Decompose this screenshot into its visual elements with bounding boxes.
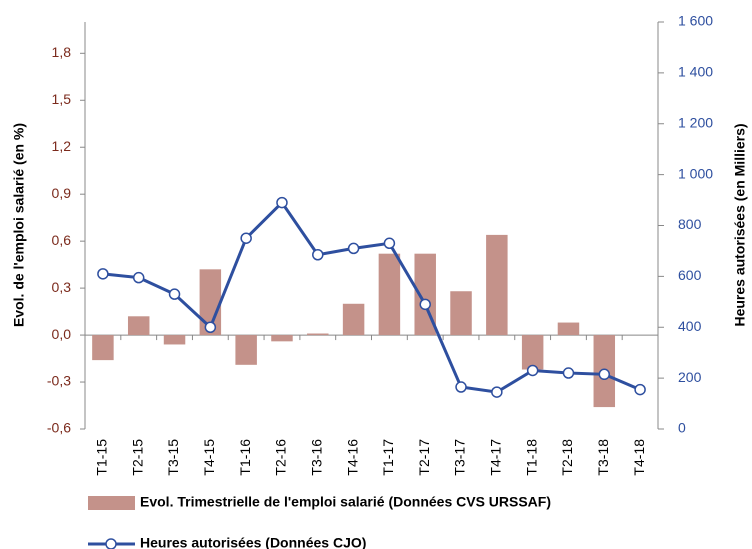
y-tick-label: 1,8: [52, 44, 72, 60]
bar: [486, 234, 508, 336]
y-tick-label: 0,0: [52, 326, 72, 342]
x-tick-label: T2-18: [559, 439, 575, 476]
legend-label: Heures autorisées (Données CJO): [140, 535, 366, 549]
line-marker: [383, 237, 396, 250]
line-marker: [240, 232, 252, 244]
x-tick-label: T1-15: [94, 439, 110, 476]
x-tick-label: T1-17: [380, 439, 396, 476]
y2-tick-label: 1 000: [678, 165, 713, 181]
x-tick-label: T4-17: [488, 439, 504, 476]
x-tick-label: T3-16: [308, 439, 324, 476]
line-marker: [634, 383, 646, 396]
y2-tick-label: 1 400: [678, 64, 713, 80]
line-marker: [132, 271, 145, 284]
y-tick-label: 1,2: [52, 138, 72, 154]
x-tick-label: T2-16: [273, 439, 289, 476]
line-marker: [526, 364, 539, 377]
bar: [163, 335, 186, 345]
line-marker: [97, 268, 109, 280]
y2-tick-label: 1 200: [678, 114, 713, 130]
y2-axis-title: Heures autorisées (en Milliers): [732, 123, 748, 326]
x-tick-label: T3-15: [165, 439, 181, 476]
line-marker: [168, 288, 181, 300]
line-marker: [455, 381, 467, 393]
bar: [199, 269, 222, 336]
bar: [521, 335, 544, 370]
y-tick-label: 1,5: [52, 91, 72, 107]
bar: [450, 291, 472, 336]
y-axis-title: Evol. de l'emploi salarié (en %): [11, 123, 27, 327]
y-tick-label: 0,9: [52, 185, 72, 201]
line-marker: [204, 321, 217, 333]
bar: [127, 316, 150, 336]
x-tick-label: T1-18: [523, 439, 539, 476]
line: [102, 200, 641, 394]
x-tick-label: T4-15: [201, 439, 217, 476]
y2-tick-label: 200: [678, 369, 702, 385]
y2-tick-label: 0: [678, 420, 686, 436]
bar: [92, 335, 114, 361]
y2-tick-label: 1 600: [678, 13, 713, 29]
line-marker: [562, 367, 575, 379]
x-tick-label: T1-16: [237, 439, 253, 476]
line-marker: [598, 368, 611, 381]
legend-marker: [105, 538, 117, 549]
bar: [307, 333, 329, 336]
y2-tick-label: 800: [678, 216, 702, 232]
y-tick-label: -0,6: [47, 420, 71, 436]
line-marker: [276, 196, 288, 209]
line-marker: [491, 386, 503, 398]
legend-swatch: [88, 496, 135, 510]
x-tick-label: T4-18: [631, 439, 647, 476]
legend-label: Evol. Trimestrielle de l'emploi salarié …: [140, 494, 551, 510]
y2-tick-label: 600: [678, 267, 702, 283]
y2-tick-label: 400: [678, 318, 702, 334]
x-tick-label: T2-17: [416, 439, 432, 476]
bar: [271, 335, 293, 342]
x-tick-label: T3-17: [452, 439, 468, 476]
x-tick-label: T2-15: [129, 439, 145, 476]
y-tick-label: 0,6: [52, 232, 72, 248]
y-tick-label: -0,3: [47, 373, 71, 389]
line-marker: [419, 298, 431, 311]
y-tick-label: 0,3: [52, 279, 72, 295]
x-tick-label: T3-18: [595, 439, 611, 476]
bar: [378, 253, 401, 336]
bar: [235, 335, 257, 365]
line-marker: [347, 242, 360, 255]
line-marker: [312, 249, 324, 261]
x-tick-label: T4-16: [344, 439, 360, 476]
bar: [342, 303, 365, 336]
bar: [557, 322, 580, 336]
